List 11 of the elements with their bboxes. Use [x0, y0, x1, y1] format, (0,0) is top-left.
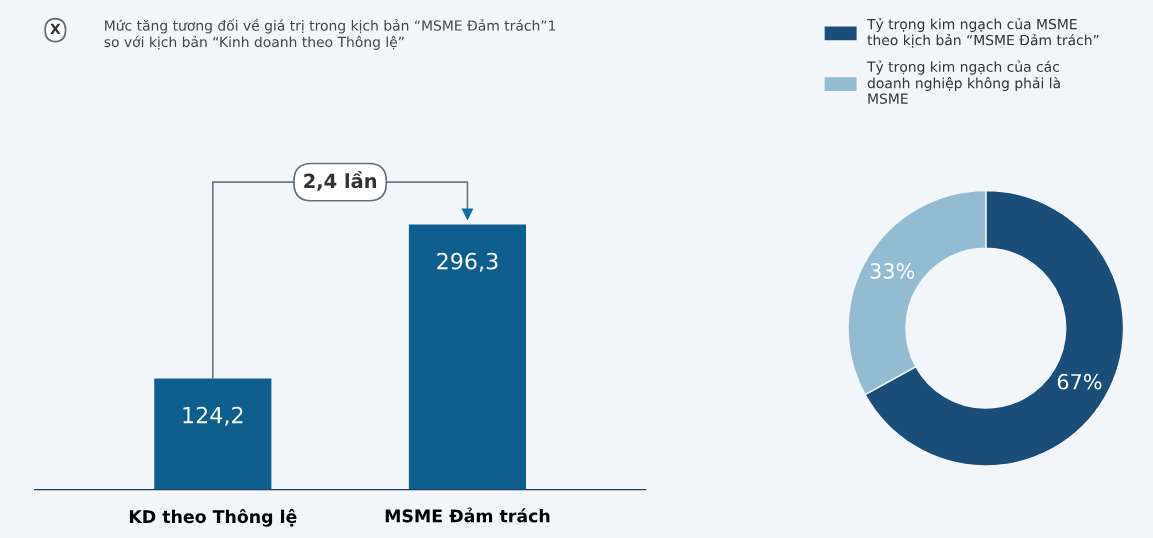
- text: Mức tăng tương đối về giá trị trong kịch bản “MSME Đảm trách”1 so với kịch bản “Kinh doanh theo Thông lệ”: [104, 18, 556, 50]
- text: 2,4 lần: [304, 170, 377, 191]
- text: X: [50, 23, 61, 34]
- x-tick-label: KD theo Thông lệ: [129, 509, 297, 527]
- data-label: 296,3: [437, 252, 498, 272]
- legend-label: Tỷ trọng kim ngạch của các doanh nghiệp không phải là MSME: [866, 60, 1060, 104]
- data-label: 67%: [1057, 373, 1102, 390]
- x-tick-label: MSME Đảm trách: [385, 507, 550, 523]
- data-label: 33%: [870, 263, 915, 279]
- data-label: 124,2: [183, 406, 243, 426]
- legend-label: Tỷ trọng kim ngạch của MSME theo kịch bản “MSME Đảm trách”: [866, 17, 1099, 48]
